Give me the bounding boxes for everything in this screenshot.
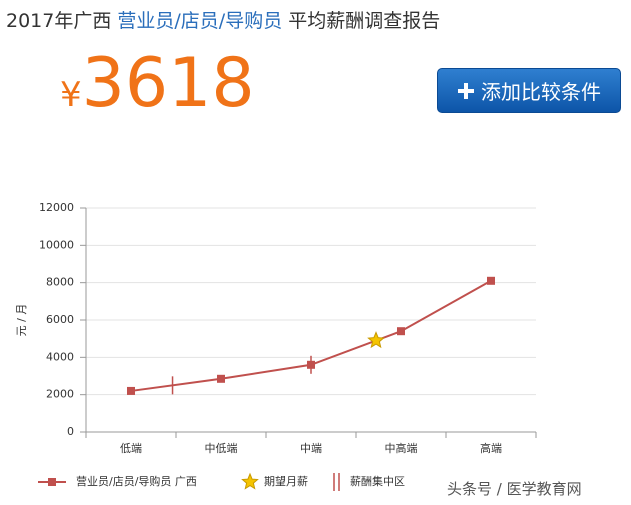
y-axis-label: 元 / 月 bbox=[15, 304, 28, 337]
y-tick-label: 6000 bbox=[46, 313, 74, 326]
x-tick-label: 中端 bbox=[300, 442, 322, 455]
job-name: 营业员/店员/导购员 bbox=[117, 10, 283, 32]
average-salary: ¥3618 bbox=[60, 44, 255, 123]
y-tick-label: 0 bbox=[67, 425, 74, 438]
expected-star bbox=[367, 331, 385, 349]
y-tick-label: 2000 bbox=[46, 388, 74, 401]
y-tick-label: 4000 bbox=[46, 350, 74, 363]
legend-label: 营业员/店员/导购员 广西 bbox=[76, 474, 197, 488]
plus-icon bbox=[458, 82, 474, 99]
legend-label: 薪酬集中区 bbox=[350, 474, 405, 488]
legend-label: 期望月薪 bbox=[264, 475, 308, 488]
button-label: 添加比较条件 bbox=[481, 80, 601, 104]
watermark: 头条号 / 医学教育网 bbox=[447, 480, 582, 498]
report-title: 2017年广西 营业员/店员/导购员 平均薪酬调查报告 bbox=[6, 6, 440, 33]
title-tail: 平均薪酬调查报告 bbox=[288, 10, 441, 32]
currency: ¥ bbox=[60, 75, 82, 115]
data-point bbox=[127, 386, 135, 395]
y-tick-label: 8000 bbox=[46, 276, 74, 289]
legend-star bbox=[241, 472, 259, 490]
title-lead: 2017年广西 bbox=[6, 10, 112, 32]
add-compare-button[interactable]: 添加比较条件 bbox=[437, 68, 621, 113]
legend-marker bbox=[48, 478, 56, 486]
data-point bbox=[487, 276, 495, 285]
data-point bbox=[397, 327, 405, 336]
salary-value: 3618 bbox=[81, 44, 255, 123]
x-tick-label: 高端 bbox=[480, 441, 502, 455]
y-tick-label: 12000 bbox=[39, 201, 74, 214]
chart: 元 / 月 0 2000 4000 6000 8000 10000 12000 低端 中低端 中端… bbox=[15, 201, 537, 491]
series-line bbox=[130, 279, 492, 392]
x-tick-label: 低端 bbox=[120, 442, 142, 455]
x-tick-label: 中高端 bbox=[385, 441, 418, 455]
x-tick-label: 中低端 bbox=[205, 442, 238, 455]
y-tick-label: 10000 bbox=[39, 238, 74, 251]
data-point bbox=[217, 374, 225, 383]
